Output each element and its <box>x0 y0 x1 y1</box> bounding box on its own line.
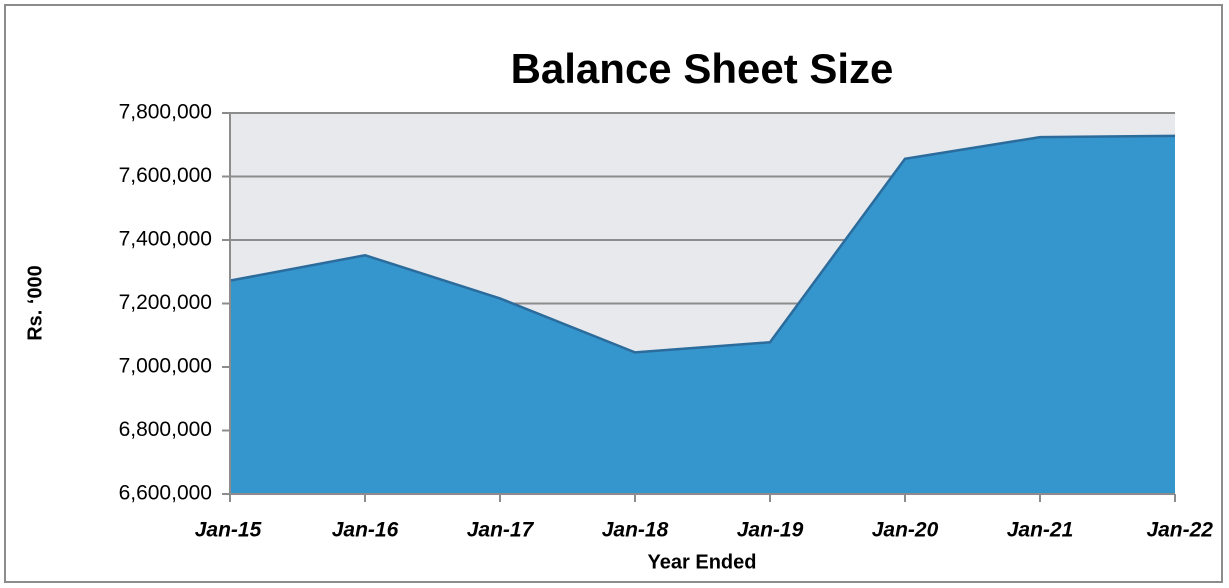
y-tick-label: 6,600,000 <box>119 482 212 505</box>
y-tick-label: 7,000,000 <box>119 355 212 378</box>
x-tick-label: Jan-18 <box>602 519 669 542</box>
x-tick-label: Jan-21 <box>1007 519 1074 542</box>
y-tick-label: 7,200,000 <box>119 291 212 314</box>
x-tick-label: Jan-15 <box>195 519 262 542</box>
y-tick-label: 6,800,000 <box>119 418 212 441</box>
y-axis-label: Rs. ‘000 <box>24 265 46 341</box>
x-tick-label: Jan-17 <box>467 519 535 542</box>
area <box>230 135 1175 495</box>
y-tick-label: 7,800,000 <box>119 101 212 124</box>
chart-title: Balance Sheet Size <box>511 45 894 92</box>
x-tick-label: Jan-20 <box>872 519 939 542</box>
y-tick-label: 7,400,000 <box>119 228 212 251</box>
area-line <box>229 134 1176 354</box>
x-tick-label: Jan-16 <box>332 519 399 542</box>
x-tick-label: Jan-22 <box>1146 519 1213 542</box>
y-tick-label: 7,600,000 <box>119 164 212 187</box>
x-axis-label: Year Ended <box>648 551 757 573</box>
x-tick-label: Jan-19 <box>737 519 804 542</box>
